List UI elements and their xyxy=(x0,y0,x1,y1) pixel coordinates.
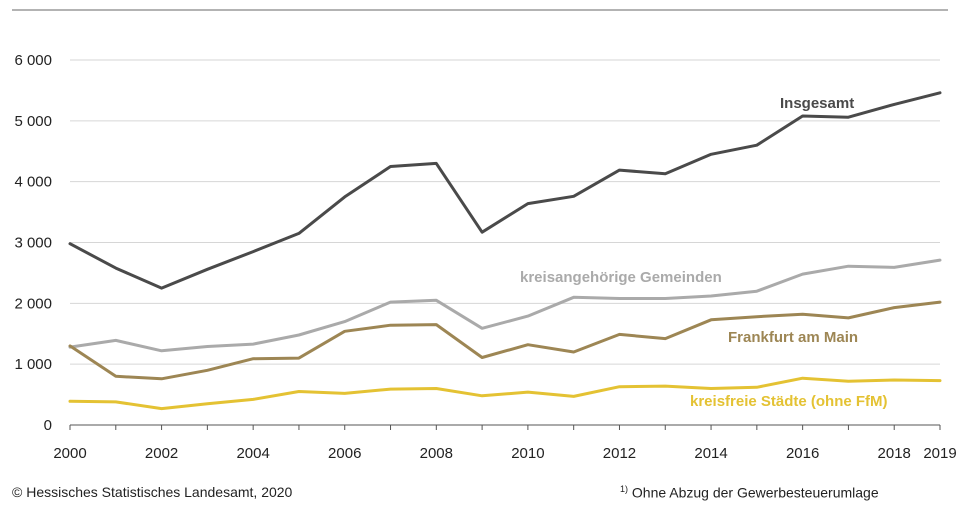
series-labels: Insgesamt kreisangehörige Gemeinden Frankf… xyxy=(520,95,888,410)
y-tick-label: 5 000 xyxy=(14,113,52,130)
y-tick-label: 4 000 xyxy=(14,174,52,191)
series-label: Insgesamt xyxy=(780,95,854,112)
y-tick-label: 2 000 xyxy=(14,295,52,312)
x-tick-label: 2019 xyxy=(923,445,956,462)
x-tick-label: 2002 xyxy=(145,445,178,462)
y-tick-label: 0 xyxy=(44,417,52,434)
x-tick-label: 2006 xyxy=(328,445,361,462)
gridlines xyxy=(70,59,940,365)
x-tick-label: 2018 xyxy=(878,445,911,462)
series-label: kreisangehörige Gemeinden xyxy=(520,269,722,286)
series-line xyxy=(68,91,942,290)
x-tick-label: 2000 xyxy=(53,445,86,462)
series-label: kreisfreie Städte (ohne FfM) xyxy=(690,393,888,410)
x-tick-label: 2008 xyxy=(420,445,453,462)
footnote: 1) Ohne Abzug der Gewerbesteuerumlage xyxy=(620,484,879,501)
series-line xyxy=(68,376,942,411)
series-line xyxy=(68,300,942,381)
y-tick-label: 6 000 xyxy=(14,52,52,69)
footnote-mark: 1) xyxy=(620,484,629,494)
y-tick-label: 1 000 xyxy=(14,356,52,373)
y-tick-label: 3 000 xyxy=(14,235,52,252)
series-line xyxy=(68,258,942,353)
x-tick-label: 2016 xyxy=(786,445,819,462)
x-axis-ticks: 2000 2002 2004 2006 2008 2010 2012 2014 2016 2018… xyxy=(53,425,957,462)
x-tick-label: 2010 xyxy=(511,445,544,462)
y-axis-ticks: 0 1 000 2 000 3 000 4 000 5 000 6 000 xyxy=(14,52,52,434)
series-lines xyxy=(68,91,942,411)
series-label: Frankfurt am Main xyxy=(728,329,858,346)
footnote-text: Ohne Abzug der Gewerbesteuerumlage xyxy=(628,484,879,501)
x-tick-label: 2004 xyxy=(236,445,269,462)
x-tick-label: 2012 xyxy=(603,445,636,462)
x-tick-label: 2014 xyxy=(694,445,727,462)
source-note: © Hessisches Statistisches Landesamt, 20… xyxy=(12,484,293,500)
